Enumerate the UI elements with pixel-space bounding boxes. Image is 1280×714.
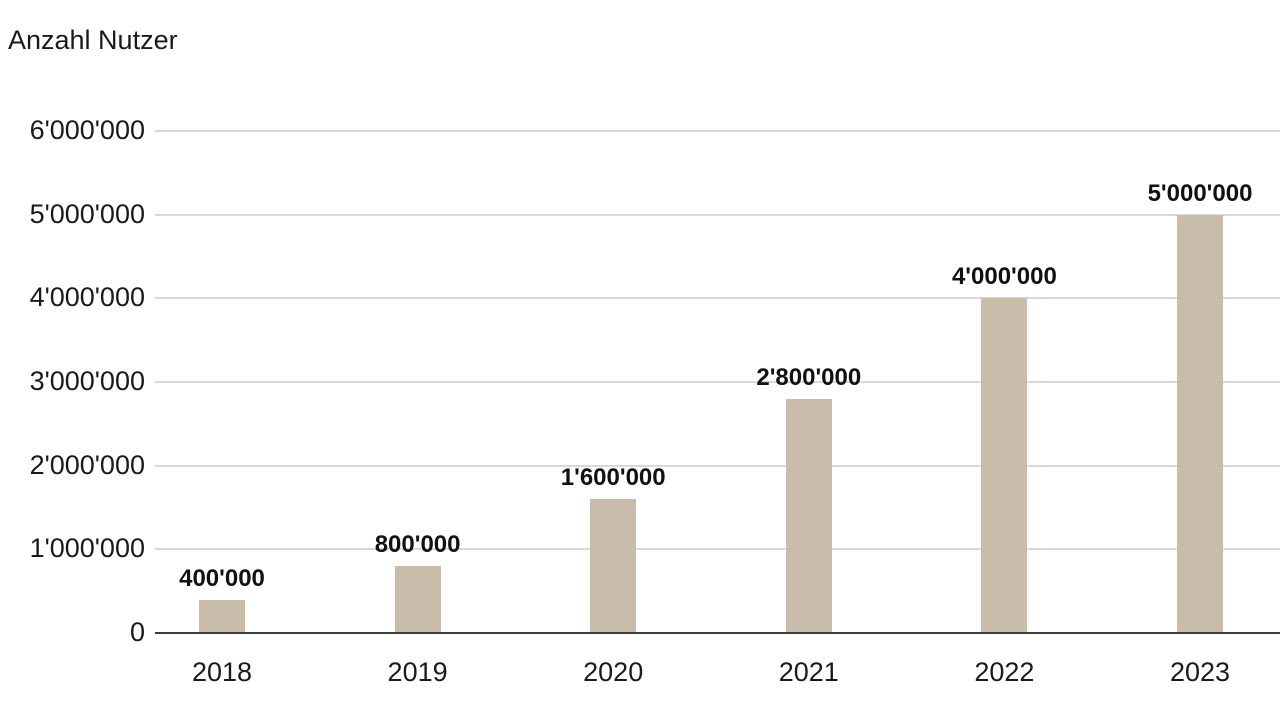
gridline <box>155 464 1280 467</box>
x-tick-label: 2020 <box>583 657 644 687</box>
y-tick-label: 0 <box>129 617 145 647</box>
bar-value-label: 4'000'000 <box>951 263 1057 291</box>
bar <box>590 499 637 632</box>
gridline <box>155 297 1280 300</box>
x-tick-label: 2023 <box>1169 657 1231 687</box>
x-tick-label: 2021 <box>778 657 839 687</box>
bar-value-label: 5'000'000 <box>1147 179 1253 207</box>
y-tick-label: 2'000'000 <box>29 449 145 480</box>
chart-title: Anzahl Nutzer <box>8 25 178 55</box>
x-tick-label: 2018 <box>191 657 253 687</box>
gridline <box>155 213 1280 216</box>
bar <box>785 398 832 632</box>
y-tick-label: 6'000'000 <box>29 115 145 145</box>
y-tick-label: 3'000'000 <box>29 366 145 396</box>
gridline <box>155 548 1280 551</box>
y-tick-label: 4'000'000 <box>29 282 145 313</box>
bar <box>199 599 245 632</box>
x-tick-label: 2019 <box>387 657 448 687</box>
bar <box>394 566 441 632</box>
bar-value-label: 400'000 <box>179 564 265 592</box>
x-tick-label: 2022 <box>974 657 1035 687</box>
bar-value-label: 2'800'000 <box>756 363 862 391</box>
bar-value-label: 1'600'000 <box>560 464 666 492</box>
y-tick-label: 5'000'000 <box>29 198 145 229</box>
y-tick-label: 1'000'000 <box>29 533 145 564</box>
bar-value-label: 800'000 <box>374 531 461 559</box>
gridline <box>155 381 1280 383</box>
bar <box>1177 214 1223 632</box>
gridline <box>155 130 1280 132</box>
x-axis-line <box>155 632 1280 634</box>
bar <box>981 298 1028 632</box>
